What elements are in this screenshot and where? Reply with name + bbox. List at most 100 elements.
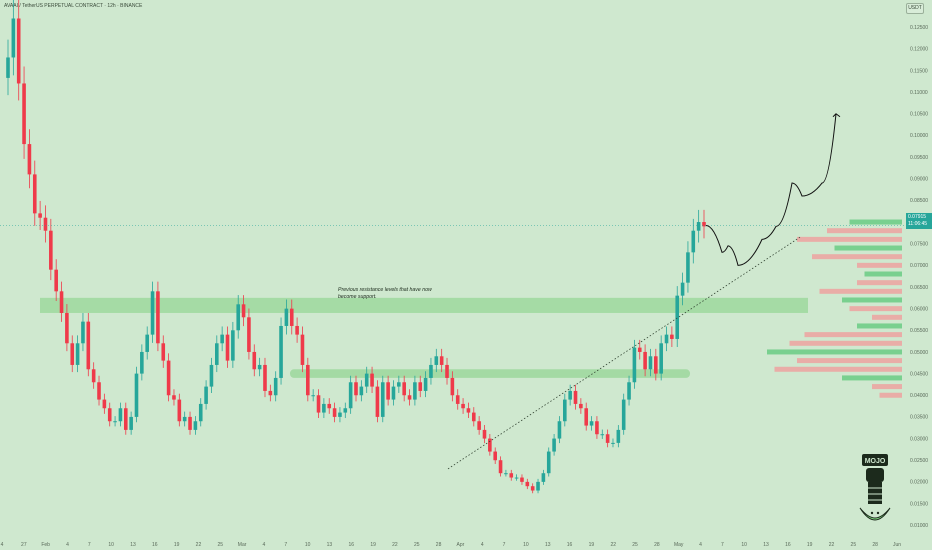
candle-body	[113, 421, 117, 423]
x-tick-label: Feb	[41, 542, 50, 548]
candle-body	[75, 343, 80, 365]
y-tick-label: 0.05500	[910, 328, 928, 334]
currency-unit-badge[interactable]: USDT	[906, 3, 924, 14]
volume-profile-bar	[857, 262, 902, 268]
volume-profile-bar	[804, 332, 902, 338]
x-tick-label: 22	[829, 542, 835, 548]
candle-body	[520, 477, 524, 482]
y-tick-label: 0.12000	[910, 47, 928, 53]
candle-body	[32, 174, 37, 214]
x-tick-label: 10	[305, 542, 311, 548]
candle-body	[188, 416, 192, 430]
candle-body	[348, 382, 353, 409]
volume-profile-bar	[849, 219, 902, 225]
candle-body	[140, 351, 144, 374]
candle-body	[43, 217, 48, 231]
x-tick-label: 16	[567, 542, 573, 548]
candle-body	[659, 343, 663, 374]
candle-body	[541, 473, 546, 482]
x-tick-label: 10	[741, 542, 747, 548]
volume-profile-bar	[842, 297, 902, 303]
candle-body	[643, 351, 647, 370]
y-tick-label: 0.04500	[910, 371, 928, 377]
volume-profile-bar	[789, 340, 902, 346]
x-tick-label: 10	[108, 542, 114, 548]
y-tick-label: 0.07500	[910, 241, 928, 247]
candle-body	[123, 408, 128, 430]
candle-body	[493, 451, 497, 461]
candle-body	[434, 356, 439, 365]
y-tick-label: 0.10000	[910, 133, 928, 139]
y-tick-label: 0.06000	[910, 306, 928, 312]
volume-profile-bar	[827, 228, 902, 234]
candle-body	[504, 473, 508, 475]
volume-profile-bar	[834, 245, 902, 251]
x-tick-label: 22	[392, 542, 398, 548]
current-price-tag: 0.07915 11:06:45	[906, 213, 932, 229]
x-tick-label: 22	[610, 542, 616, 548]
x-tick-label: 19	[174, 542, 180, 548]
candle-body	[161, 343, 166, 361]
candle-body	[49, 230, 53, 270]
x-tick-label: 7	[284, 542, 287, 548]
trend-line	[447, 236, 801, 470]
candle-body	[370, 373, 374, 387]
candle-body	[38, 213, 42, 218]
candle-body	[182, 416, 187, 422]
y-tick-label: 0.11000	[910, 90, 928, 96]
candle-body	[215, 343, 219, 365]
candle-body	[166, 360, 171, 396]
y-tick-label: 0.04000	[910, 393, 928, 399]
volume-profile-bar	[857, 280, 902, 286]
x-tick-label: 28	[436, 542, 442, 548]
candle-body	[289, 308, 294, 326]
y-tick-label: 0.11500	[910, 68, 928, 74]
candle-body	[413, 382, 417, 400]
candle-body	[198, 403, 203, 422]
volume-profile-bar	[879, 392, 902, 398]
candle-body	[209, 364, 214, 387]
candle-body	[129, 416, 133, 430]
candle-body	[573, 390, 578, 404]
candle-body	[402, 382, 406, 396]
candle-body	[177, 399, 182, 422]
candle-body	[621, 399, 626, 430]
volume-profile-bar	[857, 323, 902, 329]
volume-profile-bar	[872, 314, 902, 320]
candle-body	[509, 473, 514, 478]
candle-body	[584, 408, 589, 426]
candle-body	[11, 18, 16, 58]
candle-countdown: 11:06:45	[908, 221, 928, 227]
candle-body	[364, 373, 369, 387]
volume-profile-bar	[819, 288, 902, 294]
candle-body	[332, 408, 337, 417]
candle-body	[59, 291, 64, 313]
candle-body	[150, 291, 155, 335]
candle-body	[589, 421, 594, 426]
candle-body	[445, 364, 449, 378]
x-tick-label: 4	[66, 542, 69, 548]
svg-text:MOJO: MOJO	[865, 458, 886, 465]
candle-body	[632, 347, 637, 383]
y-tick-label: 0.09000	[910, 177, 928, 183]
candle-body	[172, 395, 176, 400]
candle-body	[579, 403, 583, 409]
x-tick-label: 25	[851, 542, 857, 548]
candle-body	[81, 321, 85, 344]
candle-body	[488, 438, 492, 452]
candle-body	[257, 364, 262, 370]
candle-body	[595, 421, 599, 435]
candle-body	[450, 377, 455, 396]
candle-body	[380, 382, 385, 417]
x-tick-label: 25	[218, 542, 224, 548]
candle-body	[338, 412, 342, 417]
candle-body	[466, 408, 471, 413]
support-zone-lower	[290, 369, 690, 378]
y-tick-label: 0.05000	[910, 350, 928, 356]
y-tick-label: 0.06500	[910, 285, 928, 291]
candle-body	[552, 438, 556, 452]
volume-profile-bar	[767, 349, 902, 355]
candle-body	[514, 477, 519, 479]
